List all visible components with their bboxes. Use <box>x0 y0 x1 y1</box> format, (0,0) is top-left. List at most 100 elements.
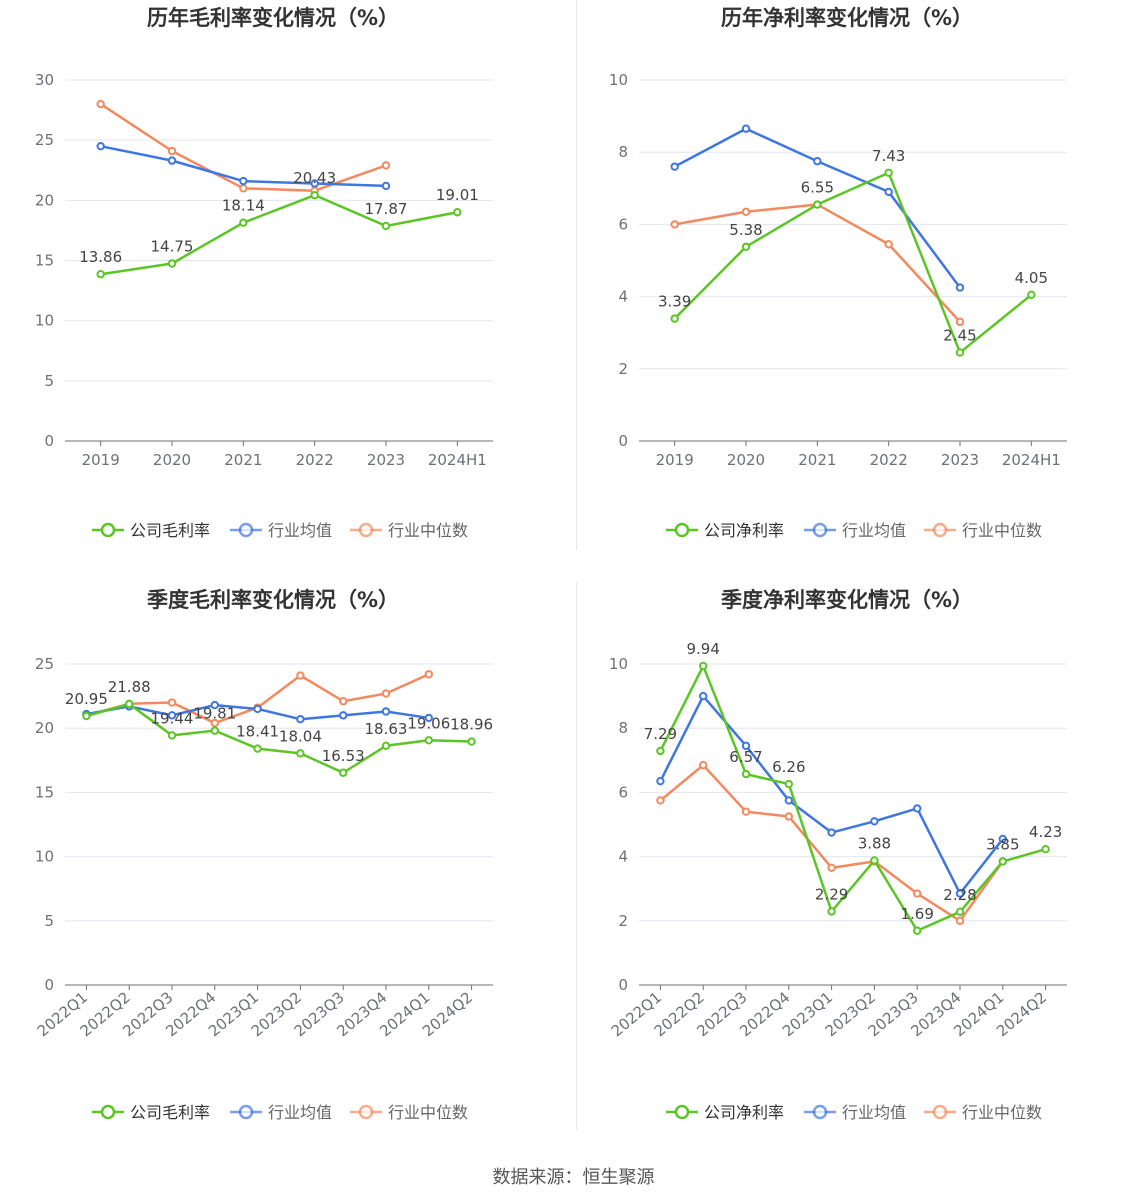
data-point-average <box>339 711 348 720</box>
data-label: 18.04 <box>279 727 322 745</box>
data-point-average <box>827 828 836 837</box>
chart-svg: 历年毛利率变化情况（%） 0 5 10 15 20 25 30 2019 2020 2021 2022… <box>35 6 493 540</box>
x-tick-label: 2020 <box>153 451 191 469</box>
legend-item-company: 公司净利率 <box>666 1103 784 1122</box>
legend-marker <box>238 1104 254 1120</box>
legend-label: 公司毛利率 <box>130 521 210 540</box>
data-point-average <box>381 181 391 191</box>
y-tick-label: 15 <box>35 252 54 270</box>
legend-item-average: 行业均值 <box>804 1103 906 1122</box>
data-label: 21.88 <box>108 678 151 696</box>
y-tick-label: 20 <box>35 191 54 209</box>
data-label: 14.75 <box>151 238 194 256</box>
legend-item-company: 公司毛利率 <box>92 521 210 540</box>
y-tick-label: 0 <box>618 976 628 994</box>
data-point-median <box>424 670 433 679</box>
series-line-median <box>674 203 961 323</box>
data-point-average <box>656 776 665 786</box>
x-tick-label: 2023 <box>941 451 979 469</box>
data-point-average <box>239 176 248 186</box>
quarterly-gross-margin-chart: 季度毛利率变化情况（%） 0 5 10 15 20 25 2022Q1 2022Q2 2022Q3… <box>0 582 573 1142</box>
legend-label: 行业中位数 <box>962 521 1042 540</box>
legend-label: 行业中位数 <box>388 521 468 540</box>
data-point-median <box>381 689 391 698</box>
legend-item-median: 行业中位数 <box>350 521 468 540</box>
data-point-average <box>210 700 220 710</box>
data-point-median <box>827 863 836 873</box>
data-point-company <box>913 926 922 935</box>
data-point-median <box>239 184 248 193</box>
data-label: 18.14 <box>222 197 265 215</box>
data-point-median <box>96 99 105 109</box>
y-tick-label: 0 <box>44 432 54 450</box>
legend-item-median: 行业中位数 <box>350 1103 468 1122</box>
legend-marker <box>100 522 116 538</box>
data-point-average <box>741 741 751 751</box>
data-point-average <box>96 141 105 151</box>
data-point-median <box>296 671 305 680</box>
chart-svg: 历年净利率变化情况（%） 0 2 4 6 8 10 2019 2020 2021 2022 2023 2… <box>609 6 1067 540</box>
x-tick-label: 2019 <box>656 451 694 469</box>
y-tick-label: 2 <box>618 912 628 930</box>
data-point-company <box>210 726 220 735</box>
data-point-average <box>424 713 433 723</box>
y-tick-label: 15 <box>35 783 54 801</box>
legend-label: 行业均值 <box>268 521 332 540</box>
x-tick-label: 2023 <box>367 451 405 469</box>
data-point-median <box>741 207 751 216</box>
data-label: 4.05 <box>1015 269 1048 287</box>
data-point-median <box>167 146 177 156</box>
data-point-company <box>453 208 462 217</box>
x-tick-label: 2020 <box>727 451 765 469</box>
y-tick-label: 8 <box>618 719 628 737</box>
y-tick-label: 6 <box>618 215 628 233</box>
legend-label: 行业中位数 <box>388 1103 468 1122</box>
data-point-median <box>884 240 893 249</box>
data-point-median <box>670 220 679 229</box>
y-tick-label: 2 <box>618 360 628 378</box>
data-label: 19.06 <box>407 714 450 732</box>
data-point-median <box>784 812 794 821</box>
legend-marker <box>932 1104 948 1120</box>
x-tick-label: 2022 <box>870 451 908 469</box>
y-tick-label: 25 <box>35 655 54 673</box>
data-point-average <box>670 162 679 171</box>
series-line-company <box>86 702 472 775</box>
data-point-company <box>884 168 893 177</box>
data-point-average <box>998 834 1007 844</box>
legend-label: 行业均值 <box>842 1103 906 1122</box>
data-point-average <box>870 817 879 826</box>
legend-marker <box>358 1104 374 1120</box>
legend-label: 公司毛利率 <box>130 1103 210 1122</box>
legend-label: 行业均值 <box>268 1103 332 1122</box>
data-label: 19.01 <box>436 186 479 204</box>
data-label: 18.41 <box>236 723 279 741</box>
y-tick-label: 30 <box>35 71 54 89</box>
data-point-company <box>82 711 91 721</box>
data-point-median <box>167 698 177 707</box>
chart-title: 季度毛利率变化情况（%） <box>147 588 399 612</box>
annual-gross-margin-chart: 历年毛利率变化情况（%） 0 5 10 15 20 25 30 2019 2020 2021 2022… <box>0 0 573 560</box>
data-point-company <box>699 661 708 671</box>
data-label: 20.43 <box>293 169 336 187</box>
data-point-company <box>310 190 319 200</box>
data-point-average <box>253 704 262 714</box>
data-label: 2.29 <box>815 885 848 903</box>
chart-svg: 季度毛利率变化情况（%）05101520252022Q12022Q22022Q3… <box>34 588 493 1122</box>
series-line-company <box>673 171 1033 354</box>
data-label: 1.69 <box>900 905 933 923</box>
data-point-company <box>125 699 134 709</box>
y-tick-label: 5 <box>44 372 54 390</box>
legend-marker <box>674 1104 690 1120</box>
y-tick-label: 25 <box>35 131 54 149</box>
legend-item-average: 行业均值 <box>230 1103 332 1122</box>
data-point-company <box>784 779 794 789</box>
data-point-median <box>741 807 751 816</box>
x-tick-label: 2022 <box>296 451 334 469</box>
data-label: 19.44 <box>151 709 194 727</box>
y-tick-label: 10 <box>35 312 54 330</box>
legend-marker <box>238 522 254 538</box>
data-source-note: 数据来源：恒生聚源 <box>492 1167 655 1188</box>
data-point-company <box>253 744 262 753</box>
data-point-median <box>210 718 220 728</box>
